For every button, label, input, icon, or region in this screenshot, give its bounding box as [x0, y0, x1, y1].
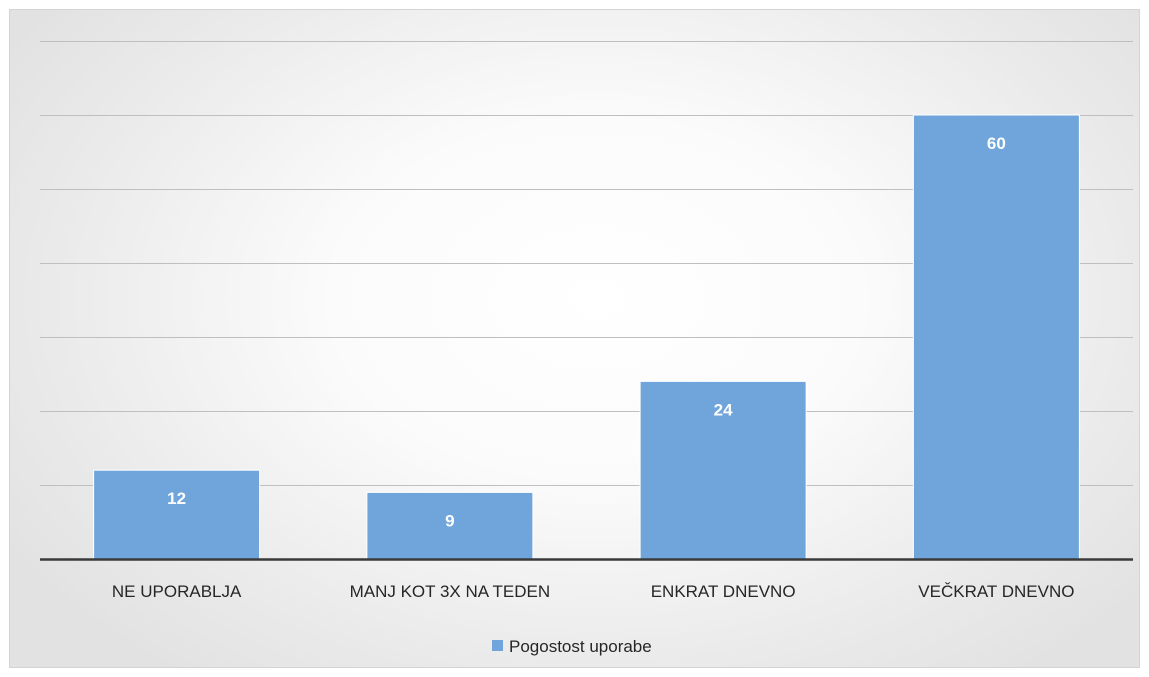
bar-ne-uporablja: [93, 469, 261, 560]
data-labels: 12 9 24 60: [167, 134, 1006, 530]
category-labels: NE UPORABLJA MANJ KOT 3X NA TEDEN ENKRAT D…: [112, 582, 1075, 601]
legend: Pogostost uporabe: [492, 637, 652, 656]
bar-ve-krat-dnevno: [912, 114, 1080, 560]
data-label-ne-uporablja: 12: [167, 489, 186, 508]
category-label-ne-uporablja: NE UPORABLJA: [112, 582, 242, 601]
bars: [93, 114, 1080, 560]
legend-entry-pogostost-uporabe: Pogostost uporabe: [509, 637, 652, 656]
data-label-ve-krat-dnevno: 60: [987, 134, 1006, 153]
category-label-ve-krat-dnevno: VEČKRAT DNEVNO: [918, 582, 1074, 601]
bar-enkrat-dnevno: [639, 380, 807, 560]
data-label-enkrat-dnevno: 24: [714, 400, 733, 419]
data-label-manj-kot-3x-na-teden: 9: [445, 511, 454, 530]
category-label-enkrat-dnevno: ENKRAT DNEVNO: [651, 582, 796, 601]
bar-manj-kot-3x-na-teden: [366, 491, 534, 560]
legend-swatch: [492, 640, 503, 651]
category-label-manj-kot-3x-na-teden: MANJ KOT 3X NA TEDEN: [350, 582, 551, 601]
